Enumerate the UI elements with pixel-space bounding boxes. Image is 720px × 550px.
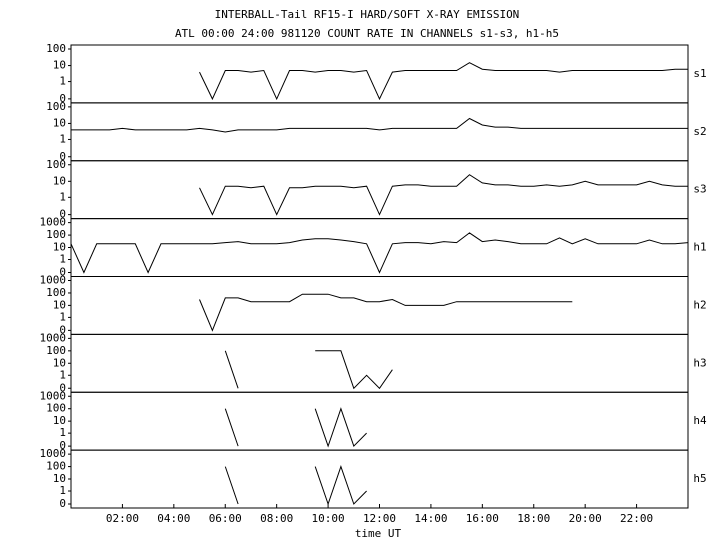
x-tick-label: 04:00 [157,512,190,525]
x-tick-label: 20:00 [569,512,602,525]
y-tick-label: 10 [53,116,66,129]
y-tick-label: 1 [59,190,66,203]
data-line [71,117,688,133]
y-tick-label: 1000 [40,389,67,402]
y-tick-label: 1 [59,484,66,497]
y-tick-label: 1 [59,426,66,439]
y-tick-label: 10 [53,241,66,254]
data-line [199,62,688,101]
y-tick-label: 100 [46,158,66,171]
y-tick-label: 1000 [40,447,67,460]
x-tick-label: 06:00 [209,512,242,525]
y-tick-label: 0 [59,381,66,394]
y-tick-label: 0 [59,497,66,510]
y-tick-label: 1000 [40,331,67,344]
data-line [224,465,367,506]
panel-label: s3 [693,183,706,196]
data-line [224,350,393,390]
y-tick-label: 10 [53,59,66,72]
x-tick-label: 22:00 [620,512,653,525]
panel-label: h2 [693,298,706,311]
y-tick-label: 100 [46,42,66,55]
data-line [224,407,367,448]
panel-frame [70,102,689,162]
y-tick-label: 10 [53,356,66,369]
panel-frame [70,333,689,393]
y-tick-label: 0 [59,323,66,336]
y-tick-label: 0 [59,150,66,163]
y-tick-label: 100 [46,228,66,241]
y-tick-label: 0 [59,266,66,279]
y-tick-label: 1 [59,75,66,88]
panel-frame [70,44,689,104]
y-tick-label: 1000 [40,274,67,287]
x-tick-label: 10:00 [312,512,345,525]
panel-label: h5 [693,472,706,485]
panel-frame [70,449,689,509]
y-tick-label: 100 [46,286,66,299]
y-tick-label: 1 [59,253,66,266]
panel-frame [70,391,689,451]
x-tick-label: 02:00 [106,512,139,525]
panel-frame [70,218,689,277]
y-tick-label: 10 [53,174,66,187]
y-tick-label: 1000 [40,216,67,229]
chart-title: INTERBALL-Tail RF15-I HARD/SOFT X-RAY EM… [215,8,520,21]
y-tick-label: 100 [46,100,66,113]
y-tick-label: 1 [59,132,66,145]
y-tick-label: 10 [53,414,66,427]
panel-frame [70,160,689,220]
panel-label: h4 [693,414,707,427]
x-tick-label: 16:00 [466,512,499,525]
x-axis-label: time UT [355,527,402,540]
panel-label: s2 [693,125,706,138]
x-tick-label: 12:00 [363,512,396,525]
data-line [199,174,688,216]
panel-frame [70,276,689,335]
y-tick-label: 100 [46,344,66,357]
data-line [70,232,689,274]
y-tick-label: 10 [53,472,66,485]
panel-label: h3 [693,356,706,369]
x-tick-label: 14:00 [414,512,447,525]
x-tick-label: 08:00 [260,512,293,525]
y-tick-label: 10 [53,298,66,311]
x-tick-label: 18:00 [517,512,550,525]
panel-label: h1 [693,241,706,254]
y-tick-label: 1 [59,310,66,323]
y-tick-label: 1 [59,368,66,381]
y-tick-label: 100 [46,402,66,415]
y-tick-label: 0 [59,439,66,452]
y-tick-label: 0 [59,208,66,221]
panel-label: s1 [693,67,706,80]
y-tick-label: 100 [46,460,66,473]
y-tick-label: 0 [59,92,66,105]
data-line [199,293,573,332]
chart-subtitle: ATL 00:00 24:00 981120 COUNT RATE IN CHA… [175,27,559,40]
